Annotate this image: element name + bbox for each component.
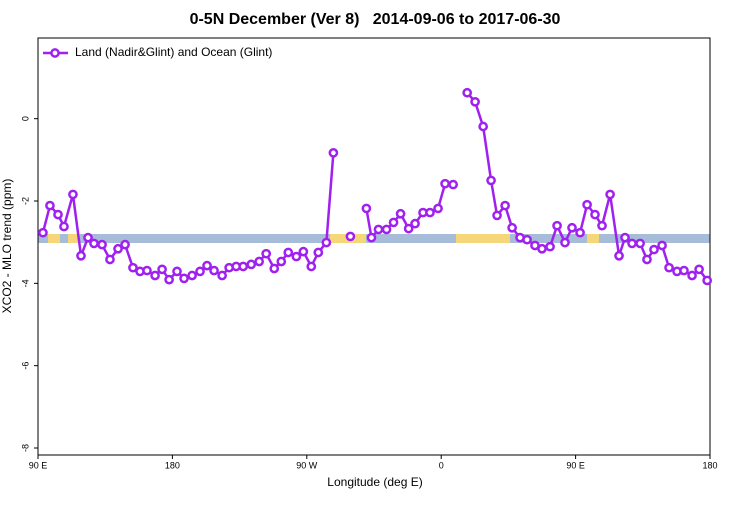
data-point bbox=[306, 261, 317, 272]
data-point bbox=[492, 210, 502, 221]
data-point bbox=[89, 238, 99, 249]
data-point bbox=[582, 199, 592, 210]
data-point bbox=[664, 262, 674, 273]
x-tick-label: 90 W bbox=[296, 460, 318, 470]
data-point bbox=[366, 232, 377, 243]
data-point bbox=[410, 218, 420, 229]
data-point bbox=[560, 237, 570, 248]
data-point bbox=[590, 209, 600, 220]
data-point bbox=[597, 220, 607, 231]
data-point bbox=[537, 243, 547, 254]
data-point bbox=[276, 256, 287, 267]
data-point bbox=[657, 240, 667, 251]
data-point bbox=[261, 248, 272, 259]
data-point bbox=[500, 200, 510, 211]
data-point bbox=[522, 234, 532, 245]
data-point bbox=[68, 189, 78, 200]
data-point bbox=[381, 224, 392, 235]
data-point bbox=[478, 121, 489, 132]
data-point bbox=[373, 224, 384, 235]
x-tick-label: 90 E bbox=[29, 460, 48, 470]
data-point bbox=[254, 256, 265, 267]
data-point bbox=[291, 251, 302, 262]
data-point bbox=[620, 232, 630, 243]
data-point bbox=[83, 232, 93, 243]
x-tick-label: 180 bbox=[702, 460, 717, 470]
data-point bbox=[627, 238, 637, 249]
data-point bbox=[172, 266, 182, 277]
legend-label: Land (Nadir&Glint) and Ocean (Glint) bbox=[75, 45, 272, 59]
data-point bbox=[649, 244, 659, 255]
data-point bbox=[179, 273, 189, 284]
data-point bbox=[142, 265, 152, 276]
data-point bbox=[328, 147, 339, 158]
data-point bbox=[187, 270, 197, 281]
data-point bbox=[361, 203, 372, 214]
data-point bbox=[462, 87, 473, 98]
data-point bbox=[575, 227, 585, 238]
data-point bbox=[486, 175, 496, 186]
data-point bbox=[642, 254, 652, 265]
data-point bbox=[150, 270, 160, 281]
x-axis-label: Longitude (deg E) bbox=[327, 475, 422, 489]
x-tick-label: 180 bbox=[165, 460, 180, 470]
data-point bbox=[433, 203, 443, 214]
y-tick-label: 0 bbox=[20, 116, 30, 121]
data-point bbox=[679, 265, 689, 276]
y-tick-label: -6 bbox=[20, 362, 30, 370]
data-point bbox=[298, 246, 309, 257]
data-point bbox=[567, 222, 577, 233]
data-point bbox=[238, 261, 249, 272]
chart-title: 0-5N December (Ver 8) 2014-09-06 to 2017… bbox=[190, 11, 561, 28]
data-point bbox=[164, 274, 174, 285]
y-tick-label: -2 bbox=[20, 197, 30, 205]
data-point bbox=[283, 247, 294, 258]
data-point bbox=[120, 239, 130, 250]
data-point bbox=[702, 275, 713, 286]
x-tick-label: 90 E bbox=[566, 460, 585, 470]
data-point bbox=[552, 220, 562, 231]
data-point bbox=[321, 237, 332, 248]
data-point bbox=[470, 96, 480, 107]
data-point bbox=[269, 263, 280, 274]
data-point bbox=[45, 200, 55, 211]
data-point bbox=[128, 262, 138, 273]
data-point bbox=[105, 254, 115, 265]
data-point bbox=[605, 189, 615, 200]
data-point bbox=[202, 260, 212, 271]
data-point bbox=[217, 270, 227, 281]
data-point bbox=[209, 265, 219, 276]
y-tick-label: -4 bbox=[20, 279, 30, 287]
legend-marker bbox=[50, 48, 60, 58]
data-point bbox=[507, 222, 517, 233]
data-point bbox=[614, 250, 624, 261]
data-point bbox=[694, 264, 704, 275]
y-axis-label: XCO2 - MLO trend (ppm) bbox=[0, 179, 14, 314]
data-point bbox=[345, 231, 356, 242]
data-point bbox=[687, 270, 697, 281]
data-point bbox=[448, 179, 458, 190]
data-point bbox=[440, 178, 450, 189]
data-point bbox=[403, 223, 414, 234]
data-point bbox=[635, 238, 645, 249]
data-line bbox=[41, 91, 709, 282]
data-point bbox=[76, 250, 86, 261]
data-point bbox=[53, 209, 63, 220]
x-tick-label: 0 bbox=[439, 460, 444, 470]
data-point bbox=[59, 221, 69, 232]
data-point bbox=[157, 264, 167, 275]
data-point bbox=[195, 266, 205, 277]
plot-frame bbox=[37, 37, 711, 456]
data-point bbox=[425, 207, 435, 218]
y-tick-label: -8 bbox=[20, 444, 30, 452]
data-point bbox=[395, 208, 406, 219]
data-point bbox=[38, 227, 48, 238]
data-point bbox=[313, 247, 324, 258]
data-point bbox=[545, 241, 555, 252]
data-point bbox=[97, 239, 107, 250]
data-point bbox=[388, 217, 399, 228]
data-point bbox=[246, 259, 257, 270]
data-point bbox=[113, 243, 123, 254]
